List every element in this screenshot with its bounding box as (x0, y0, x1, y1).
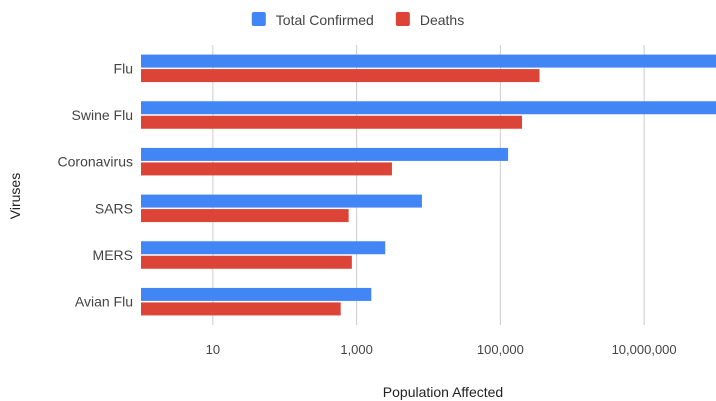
legend-label: Total Confirmed (276, 12, 374, 28)
gridlines (212, 45, 645, 325)
bar-deaths (141, 255, 352, 269)
bar-total-confirmed (141, 54, 716, 68)
bar-total-confirmed (141, 194, 422, 208)
bar-total-confirmed (141, 287, 372, 301)
legend-label: Deaths (420, 12, 464, 28)
category-label: Flu (114, 60, 133, 76)
bar-deaths (141, 115, 523, 129)
x-axis-title: Population Affected (383, 384, 503, 400)
category-label: Swine Flu (72, 107, 133, 123)
bars (141, 54, 716, 316)
bar-deaths (141, 302, 341, 316)
legend-swatch (251, 12, 266, 26)
x-tick-label: 10 (206, 342, 220, 357)
x-tick-labels: 10 1,000 100,000 10,000,000 (206, 342, 677, 357)
y-axis-title: Viruses (7, 173, 23, 219)
x-tick-label: 100,000 (477, 342, 524, 357)
category-labels: Flu Swine Flu Coronavirus SARS MERS Avian Flu (58, 60, 133, 309)
category-label: MERS (93, 247, 133, 263)
legend-item-deaths: Deaths (395, 12, 464, 28)
legend-item-total-confirmed: Total Confirmed (251, 12, 374, 28)
bar-deaths (141, 162, 392, 176)
bar-deaths (141, 69, 540, 83)
x-tick-label: 10,000,000 (612, 342, 677, 357)
x-tick-label: 1,000 (340, 342, 373, 357)
bar-deaths (141, 209, 349, 223)
legend: Total Confirmed Deaths (251, 12, 464, 28)
category-label: Avian Flu (75, 294, 133, 310)
category-label: Coronavirus (58, 154, 133, 170)
category-label: SARS (95, 200, 133, 216)
bar-total-confirmed (141, 147, 509, 161)
bar-total-confirmed (141, 101, 716, 115)
legend-swatch (395, 12, 410, 26)
bar-total-confirmed (141, 241, 386, 255)
